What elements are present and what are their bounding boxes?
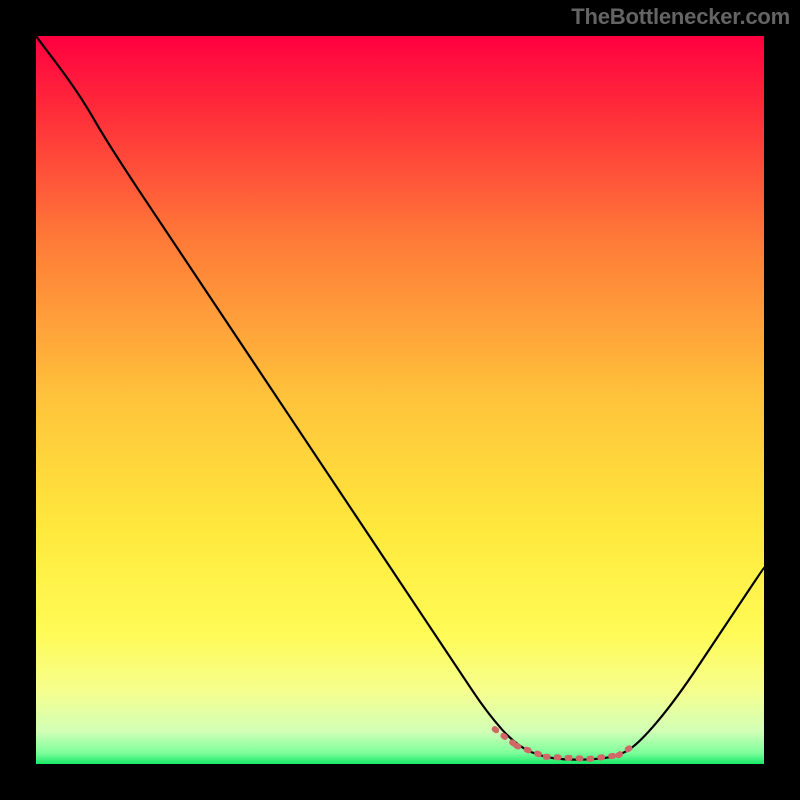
bottleneck-curve (36, 36, 764, 764)
bottom-accent-dot (495, 729, 517, 746)
chart-frame: TheBottlenecker.com (0, 0, 800, 800)
watermark-text: TheBottlenecker.com (571, 4, 790, 30)
plot-area (36, 36, 764, 764)
bottom-accent-dot (589, 755, 618, 759)
bottom-accent-group (495, 729, 637, 759)
main-curve-path (36, 36, 764, 760)
bottom-accent-dot (516, 746, 545, 757)
